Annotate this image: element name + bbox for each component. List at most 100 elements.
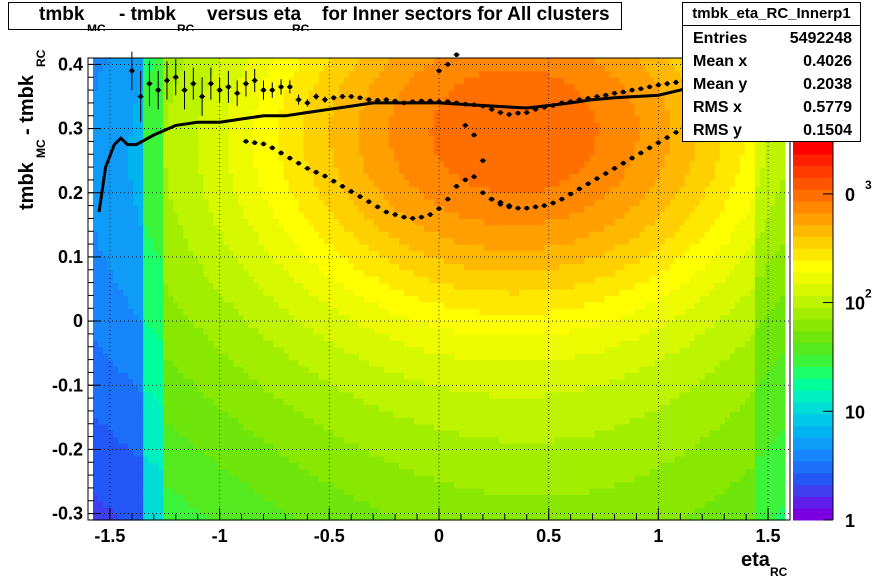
heatmap-cell (108, 308, 114, 316)
heatmap-cell (238, 321, 245, 329)
heatmap-cell (198, 154, 204, 162)
heatmap-cell (218, 404, 224, 412)
heatmap-cell (408, 359, 415, 367)
heatmap-cell (288, 295, 295, 303)
heatmap-cell (128, 147, 134, 155)
heatmap-cell (403, 115, 410, 123)
heatmap-cell (198, 205, 204, 213)
heatmap-cell (383, 224, 390, 232)
heatmap-cell (288, 224, 295, 232)
heatmap-cell (183, 321, 189, 329)
heatmap-cell (223, 244, 229, 252)
heatmap-cell (153, 385, 159, 393)
heatmap-cell (123, 494, 129, 502)
heatmap-cell (243, 455, 250, 463)
heatmap-cell (308, 244, 315, 252)
heatmap-cell (163, 378, 169, 386)
heatmap-cell (328, 378, 335, 386)
heatmap-cell (283, 173, 290, 181)
heatmap-cell (363, 372, 370, 380)
heatmap-cell (439, 410, 445, 418)
heatmap-cell (418, 205, 425, 213)
heatmap-cell (373, 391, 380, 399)
heatmap-cell (123, 77, 129, 85)
heatmap-cell (98, 353, 104, 361)
heatmap-cell (218, 475, 224, 483)
heatmap-cell (423, 462, 430, 470)
heatmap-cell (428, 205, 435, 213)
heatmap-cell (133, 147, 139, 155)
heatmap-cell (193, 449, 199, 457)
heatmap-cell (113, 192, 119, 200)
heatmap-cell (118, 398, 124, 406)
heatmap-cell (103, 128, 109, 136)
heatmap-cell (283, 90, 290, 98)
heatmap-cell (163, 301, 169, 309)
heatmap-cell (263, 385, 270, 393)
heatmap-cell (213, 250, 219, 258)
heatmap-cell (163, 83, 169, 91)
heatmap-cell (428, 128, 435, 136)
heatmap-cell (303, 449, 310, 457)
heatmap-cell (268, 327, 275, 335)
heatmap-cell (328, 256, 335, 264)
heatmap-cell (108, 64, 114, 72)
heatmap-cell (298, 494, 305, 502)
heatmap-cell (403, 500, 410, 508)
heatmap-cell (328, 83, 335, 91)
heatmap-cell (223, 417, 229, 425)
heatmap-cell (439, 443, 445, 451)
heatmap-cell (103, 199, 109, 207)
heatmap-cell (218, 224, 224, 232)
heatmap-cell (163, 109, 169, 117)
heatmap-cell (298, 340, 305, 348)
heatmap-cell (303, 186, 310, 194)
heatmap-cell (153, 58, 159, 66)
heatmap-cell (323, 102, 330, 110)
heatmap-cell (168, 301, 174, 309)
heatmap-cell (128, 77, 134, 85)
heatmap-cell (398, 269, 405, 277)
heatmap-cell (273, 237, 280, 245)
heatmap-cell (243, 141, 250, 149)
heatmap-cell (138, 507, 144, 515)
heatmap-cell (288, 487, 295, 495)
heatmap-cell (218, 167, 224, 175)
heatmap-cell (343, 244, 350, 252)
heatmap-cell (168, 128, 174, 136)
heatmap-cell (439, 430, 445, 438)
heatmap-cell (353, 398, 360, 406)
heatmap-cell (358, 455, 365, 463)
heatmap-cell (108, 244, 114, 252)
heatmap-cell (178, 391, 184, 399)
heatmap-cell (213, 378, 219, 386)
heatmap-cell (258, 462, 265, 470)
heatmap-cell (138, 231, 144, 239)
heatmap-cell (428, 314, 435, 322)
heatmap-cell (328, 327, 335, 335)
heatmap-cell (323, 135, 330, 143)
heatmap-cell (223, 212, 229, 220)
heatmap-cell (118, 308, 124, 316)
heatmap-cell (253, 487, 260, 495)
heatmap-cell (183, 366, 189, 374)
heatmap-cell (218, 218, 224, 226)
heatmap-cell (93, 436, 99, 444)
heatmap-cell (353, 58, 360, 66)
heatmap-cell (268, 513, 275, 521)
heatmap-cell (353, 135, 360, 143)
heatmap-cell (128, 90, 134, 98)
heatmap-cell (258, 263, 265, 271)
heatmap-cell (228, 122, 235, 130)
heatmap-cell (378, 449, 385, 457)
heatmap-cell (123, 378, 129, 386)
heatmap-cell (163, 102, 169, 110)
heatmap-cell (143, 167, 149, 175)
heatmap-cell (363, 90, 370, 98)
heatmap-cell (168, 192, 174, 200)
heatmap-cell (118, 430, 124, 438)
heatmap-cell (223, 404, 229, 412)
heatmap-cell (198, 391, 204, 399)
heatmap-cell (298, 391, 305, 399)
heatmap-cell (133, 359, 139, 367)
